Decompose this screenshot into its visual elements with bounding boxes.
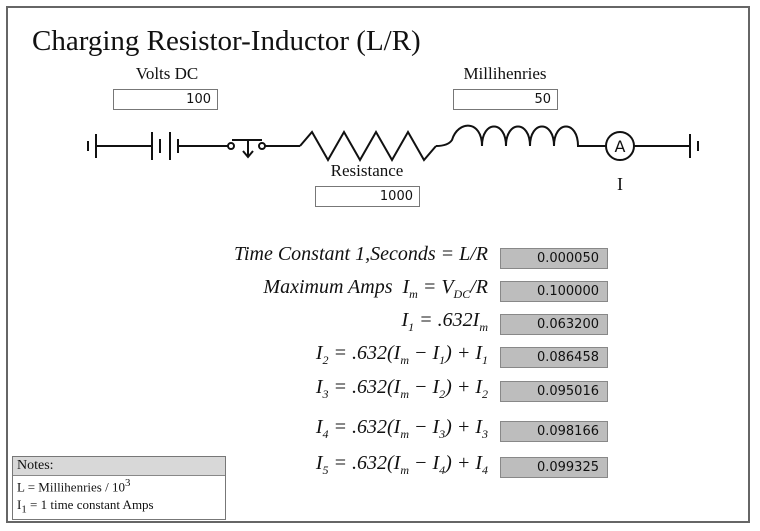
resistance-input[interactable]: 1000	[315, 186, 420, 207]
formula-part: = V	[417, 276, 454, 298]
formula-part: I	[315, 342, 323, 364]
result-value: 0.100000	[500, 281, 608, 302]
formula-part: ) + I	[445, 452, 482, 474]
formula-sub: 3	[482, 427, 488, 441]
formula-sub: m	[400, 463, 410, 477]
formula-part: I	[315, 416, 323, 438]
formula: Maximum Amps Im = VDC/R	[263, 276, 488, 302]
result-value: 0.000050	[500, 248, 608, 269]
formula-part: = .632(I	[328, 452, 401, 474]
switch-arrow	[242, 150, 254, 159]
title: Charging Resistor-Inductor (L/R)	[32, 25, 421, 57]
volts-label: Volts DC	[135, 64, 199, 83]
formula-sub: 2	[322, 353, 329, 367]
ammeter-label: I	[617, 174, 623, 194]
formula-sub: DC	[453, 287, 471, 301]
formula-sub: 1	[482, 353, 488, 367]
formula-part: = .632(I	[328, 416, 401, 438]
ammeter-symbol: A	[615, 137, 626, 156]
note-sub: 1	[21, 503, 27, 516]
millihenries-input[interactable]: 50	[453, 89, 558, 110]
formula-part: − I	[409, 452, 440, 474]
result-value: 0.063200	[500, 314, 608, 335]
notes-header: Notes:	[13, 457, 225, 476]
note-text: I	[17, 497, 22, 513]
formula-part: I	[401, 309, 409, 331]
formula-part: /R	[470, 276, 488, 298]
formula-sub: 1	[408, 320, 415, 334]
formula: I1 = .632Im	[402, 309, 489, 335]
result-value: 0.095016	[500, 381, 608, 402]
formula-sub: 4	[322, 427, 329, 441]
formula-part: − I	[409, 342, 440, 364]
formula-part: ) + I	[445, 342, 482, 364]
switch-contact	[227, 142, 235, 150]
formula: I2 = .632(Im − I1) + I1	[316, 342, 488, 368]
formula-part: Time Constant 1,Seconds = L/R	[233, 243, 488, 265]
note-text: = 1 time constant Amps	[26, 497, 154, 513]
formula-part: I	[315, 452, 323, 474]
formula: Time Constant 1,Seconds = L/R	[234, 243, 488, 266]
formula-part: ) + I	[445, 416, 482, 438]
formula-part: − I	[409, 416, 440, 438]
millihenries-label: Millihenries	[463, 64, 547, 83]
inductor	[435, 124, 606, 147]
formula-sub: m	[400, 353, 410, 367]
formula-sub: 1	[439, 353, 446, 367]
resistance-label: Resistance	[330, 161, 404, 180]
formula: I5 = .632(Im − I4) + I4	[316, 452, 488, 478]
note-text: L = Millihenries / 10	[17, 479, 125, 495]
note-line: L = Millihenries / 103	[13, 476, 225, 496]
volts-input[interactable]: 100	[113, 89, 218, 110]
formula-part: = .632I	[414, 309, 480, 331]
formula-sub: 2	[482, 387, 488, 401]
notes: Notes: L = Millihenries / 103 I1 = 1 tim…	[12, 456, 226, 520]
formula-sub: 5	[322, 463, 329, 477]
formula-part: I	[315, 376, 323, 398]
formula-sub: 2	[439, 387, 446, 401]
formula-sub: m	[409, 287, 418, 301]
formula: I3 = .632(Im − I2) + I2	[316, 376, 488, 402]
formula-sub: 3	[439, 427, 446, 441]
formula-sub: 3	[322, 387, 329, 401]
formula-part: = .632(I	[328, 342, 401, 364]
formula-sub: 4	[439, 463, 446, 477]
formula-part: = .632(I	[328, 376, 401, 398]
formula-part: Maximum Amps I	[263, 276, 410, 298]
note-line: I1 = 1 time constant Amps	[13, 496, 225, 517]
note-sup: 3	[124, 477, 131, 489]
result-value: 0.099325	[500, 457, 608, 478]
formula-sub: m	[400, 387, 410, 401]
resistor	[299, 129, 437, 163]
formula-part: − I	[409, 376, 440, 398]
formula-sub: m	[479, 320, 488, 334]
formula-part: ) + I	[445, 376, 482, 398]
formula: I4 = .632(Im − I3) + I3	[316, 416, 488, 442]
formula-sub: 4	[482, 463, 488, 477]
result-value: 0.098166	[500, 421, 608, 442]
switch-contact	[258, 142, 266, 150]
formula-sub: m	[400, 427, 410, 441]
result-value: 0.086458	[500, 347, 608, 368]
